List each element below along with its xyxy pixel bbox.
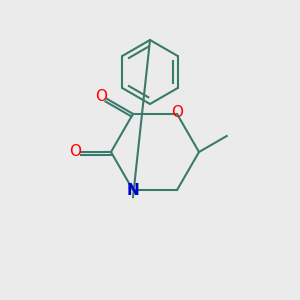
Text: N: N	[127, 183, 140, 198]
Text: O: O	[171, 105, 183, 120]
Text: O: O	[95, 89, 107, 104]
Text: O: O	[69, 145, 81, 160]
